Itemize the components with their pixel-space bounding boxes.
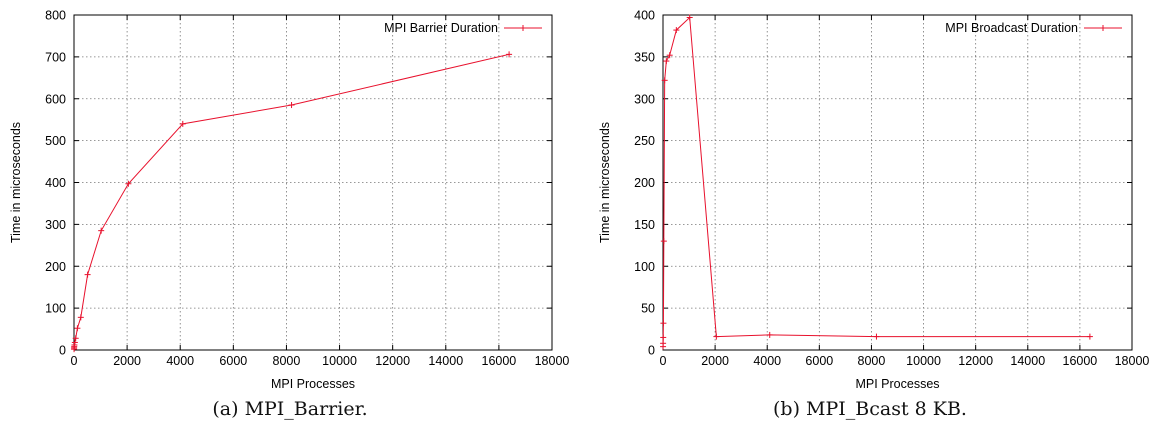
x-tick-label: 6000 (805, 354, 833, 368)
x-tick-label: 2000 (113, 354, 141, 368)
data-point (125, 180, 132, 187)
x-tick-label: 18000 (1115, 354, 1150, 368)
x-tick-label: 16000 (482, 354, 517, 368)
x-tick-label: 10000 (322, 354, 357, 368)
y-tick-label: 100 (45, 302, 66, 316)
x-tick-label: 8000 (858, 354, 886, 368)
data-point (663, 58, 670, 65)
y-tick-label: 100 (634, 260, 655, 274)
legend-label: MPI Barrier Duration (384, 21, 498, 35)
caption-bcast: (b) MPI_Bcast 8 KB. (773, 398, 967, 420)
x-tick-label: 18000 (535, 354, 570, 368)
data-point (288, 102, 295, 109)
data-point (74, 325, 81, 332)
y-tick-label: 0 (648, 344, 655, 358)
x-tick-label: 14000 (1010, 354, 1045, 368)
y-tick-label: 700 (45, 50, 66, 64)
data-point (660, 334, 667, 341)
data-point (873, 333, 880, 340)
y-tick-label: 800 (45, 9, 66, 23)
y-axis-label: Time in microseconds (9, 122, 23, 243)
caption-barrier: (a) MPI_Barrier. (212, 398, 368, 420)
data-point (660, 238, 667, 245)
data-point (72, 335, 79, 342)
data-point (713, 333, 720, 340)
y-tick-label: 250 (634, 134, 655, 148)
y-tick-label: 500 (45, 134, 66, 148)
data-point (77, 314, 84, 321)
x-tick-label: 0 (660, 354, 667, 368)
data-point (98, 227, 105, 234)
data-point (686, 14, 693, 21)
bcast-chart: 0 2000 4000 6000 8000 10000 12000 14000 16000 180… (598, 9, 1150, 392)
data-point (666, 52, 673, 59)
x-tick-label: 12000 (958, 354, 993, 368)
x-tick-label: 14000 (428, 354, 463, 368)
plot-frame (73, 14, 553, 351)
x-tick-label: 6000 (219, 354, 247, 368)
chart-panel-barrier: 0 2000 4000 6000 8000 10000 12000 14000 16000 180… (9, 9, 570, 421)
data-point (506, 51, 513, 58)
data-point (661, 77, 668, 84)
data-point (660, 340, 667, 347)
x-tick-label: 2000 (701, 354, 729, 368)
data-point (1086, 333, 1093, 340)
x-axis-label: MPI Processes (271, 377, 355, 391)
x-tick-label: 0 (71, 354, 78, 368)
data-point (766, 331, 773, 338)
y-tick-label: 50 (641, 302, 655, 316)
y-tick-label: 300 (634, 92, 655, 106)
y-tick-label: 400 (634, 9, 655, 23)
y-tick-label: 200 (634, 176, 655, 190)
x-tick-label: 4000 (166, 354, 194, 368)
legend-label: MPI Broadcast Duration (945, 21, 1078, 35)
data-point (71, 339, 78, 346)
y-tick-label: 200 (45, 260, 66, 274)
x-tick-label: 12000 (375, 354, 410, 368)
y-tick-label: 300 (45, 218, 66, 232)
plot-frame (662, 14, 1133, 351)
x-tick-label: 8000 (273, 354, 301, 368)
y-tick-label: 600 (45, 92, 66, 106)
y-tick-label: 400 (45, 176, 66, 190)
x-tick-label: 10000 (906, 354, 941, 368)
y-tick-label: 150 (634, 218, 655, 232)
y-tick-label: 0 (59, 344, 66, 358)
x-tick-label: 4000 (753, 354, 781, 368)
y-axis-label: Time in microseconds (598, 122, 612, 243)
y-tick-label: 350 (634, 50, 655, 64)
data-point (179, 120, 186, 127)
chart-panel-bcast: 0 2000 4000 6000 8000 10000 12000 14000 16000 180… (580, 0, 1160, 434)
data-point (84, 271, 91, 278)
x-axis-label: MPI Processes (855, 377, 939, 391)
barrier-chart: 0 2000 4000 6000 8000 10000 12000 14000 16000 180… (9, 9, 570, 392)
x-tick-label: 16000 (1063, 354, 1098, 368)
data-point (660, 320, 667, 327)
series-line (662, 16, 1090, 347)
data-point (673, 27, 680, 34)
